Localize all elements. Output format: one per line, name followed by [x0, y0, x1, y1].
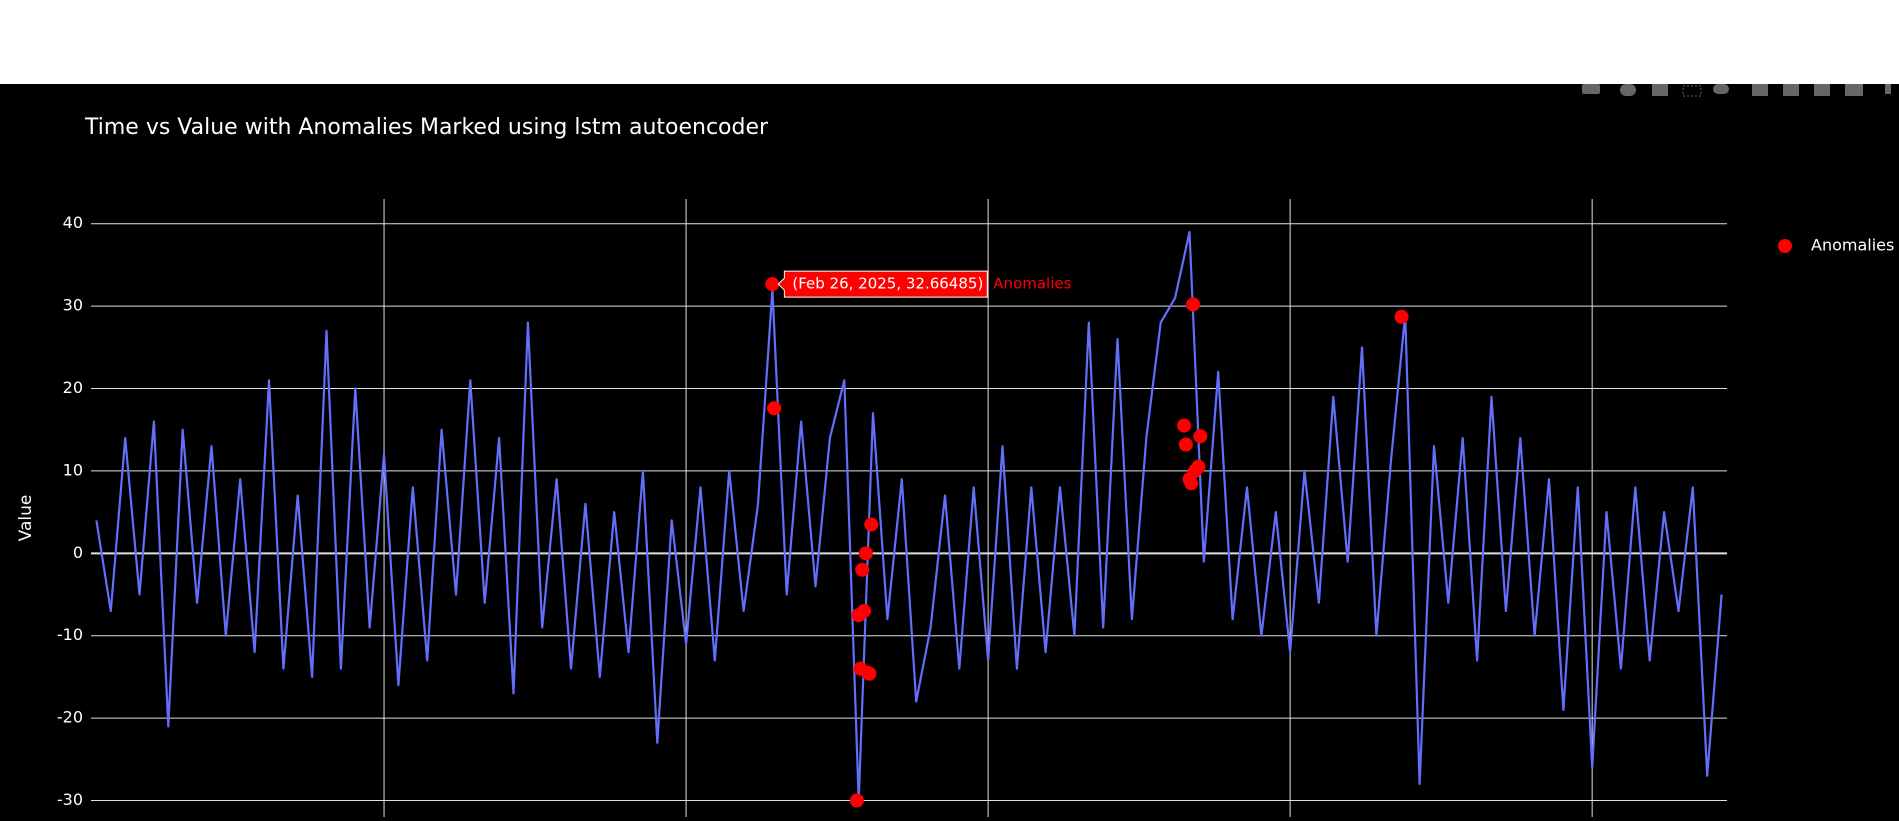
hover-tooltip: (Feb 26, 2025, 32.66485) Anomalies [777, 270, 1072, 298]
anomaly-marker [864, 517, 879, 532]
y-tick-label: 20 [63, 378, 83, 397]
y-tick-label: 40 [63, 213, 83, 232]
anomaly-marker [862, 666, 877, 681]
anomaly-marker [858, 546, 873, 561]
select-icon[interactable] [1682, 85, 1702, 97]
zoom-out-icon[interactable] [1783, 84, 1799, 96]
anomaly-marker [1178, 437, 1193, 452]
y-tick-label: 0 [73, 543, 83, 562]
anomaly-marker [1394, 309, 1409, 324]
y-axis-title: Value [16, 495, 36, 542]
hover-text: (Feb 26, 2025, 32.66485) [792, 275, 983, 293]
chart-title: Time vs Value with Anomalies Marked usin… [84, 115, 769, 140]
autoscale-icon[interactable] [1814, 84, 1830, 96]
modebar [1582, 84, 1891, 97]
y-tick-label: 10 [63, 460, 83, 479]
reset-icon[interactable] [1845, 84, 1863, 96]
pan-icon[interactable] [1652, 84, 1668, 96]
anomaly-marker [857, 604, 872, 618]
anomaly-marker [1177, 418, 1192, 433]
data-line [95, 230, 1723, 802]
anomaly-marker [1184, 476, 1199, 491]
y-tick-label: 30 [63, 296, 83, 315]
anomaly-marker [1186, 297, 1201, 312]
hover-box [777, 270, 988, 298]
anomaly-marker [855, 562, 870, 577]
anomaly-marker [767, 401, 782, 416]
anomaly-marker [765, 277, 780, 292]
y-tick-label: -10 [57, 625, 83, 644]
y-tick-label: -20 [57, 708, 83, 727]
lasso-icon[interactable] [1713, 84, 1729, 94]
anomaly-marker [1191, 459, 1206, 474]
logo-icon[interactable] [1885, 84, 1891, 94]
legend-label: Anomalies [1811, 236, 1894, 255]
anomaly-marker [1193, 429, 1208, 444]
y-tick-label: -30 [57, 790, 83, 809]
camera-icon[interactable] [1582, 84, 1600, 94]
legend-marker [1778, 239, 1792, 253]
anomaly-marker [849, 793, 864, 808]
hover-trace-name: Anomalies [993, 275, 1071, 293]
page-header [0, 0, 1899, 84]
zoom-icon[interactable] [1620, 84, 1636, 96]
plot-background [0, 84, 1899, 821]
zoom-in-icon[interactable] [1752, 84, 1768, 96]
